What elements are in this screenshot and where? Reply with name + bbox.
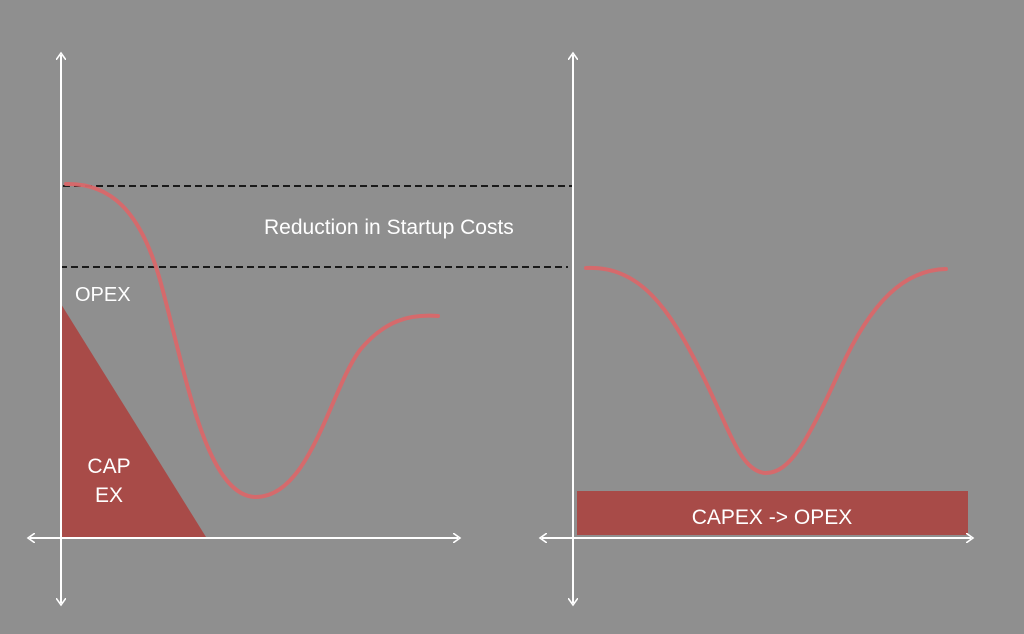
reduction-label: Reduction in Startup Costs <box>264 216 514 239</box>
capex-label: CAP EX <box>76 452 142 510</box>
capex-label-line1: CAP <box>87 455 131 478</box>
left-cost-curve <box>64 181 440 500</box>
capex-triangle <box>61 304 206 537</box>
capex-label-line2: EX <box>94 484 123 507</box>
capex-to-opex-label: CAPEX -> OPEX <box>691 506 853 529</box>
right-cost-curve <box>584 265 948 476</box>
capex-opex-bar <box>577 491 968 535</box>
opex-label: OPEX <box>75 284 131 306</box>
